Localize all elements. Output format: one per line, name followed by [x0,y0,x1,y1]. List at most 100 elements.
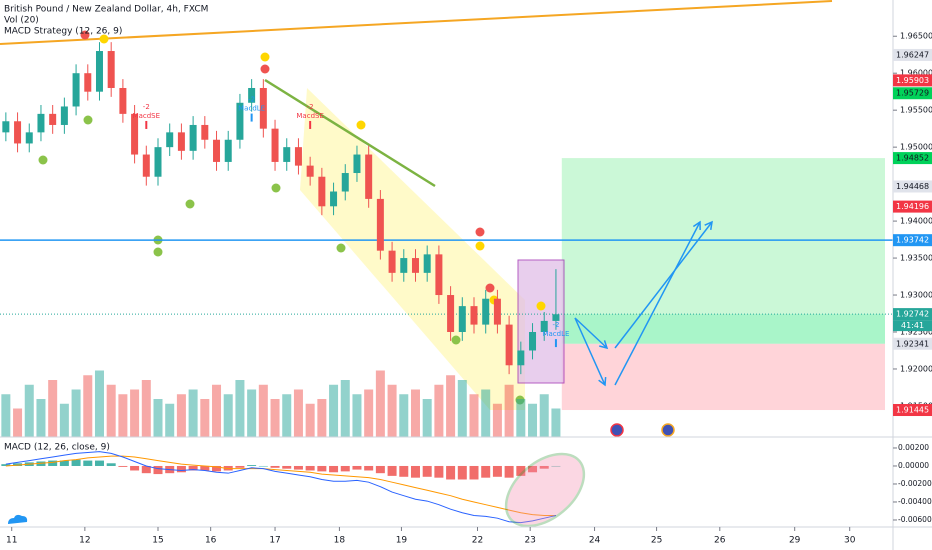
y-tick-label: 1.95500 [900,106,932,115]
candle-body [423,254,431,273]
candle-body [131,113,139,155]
macd-title: MACD (12, 26, close, 9) [4,443,110,453]
price-label-bg [893,337,932,350]
event-icon[interactable] [661,423,675,437]
candle-body [107,51,115,88]
y-tick-label: 1.96500 [900,32,932,41]
indicator-label: MACD Strategy (12, 26, 9) [4,27,122,37]
volume-bar [94,370,104,437]
trend-line [0,0,833,45]
price-label-bg [893,180,932,193]
price-label-bg [893,87,932,100]
volume-bar [352,394,362,437]
volume-bar [387,384,397,437]
volume-bar [1,394,11,437]
signal-dot [185,199,195,209]
volume-bar [176,394,186,437]
macd-histogram [282,465,292,469]
macd-histogram [130,465,140,471]
arrow [614,221,701,386]
macd-histogram [551,465,561,467]
macd-histogram [387,465,397,476]
volume-bar [340,380,350,437]
macd-histogram [200,465,210,471]
volume-bar [188,389,198,437]
candle-body [142,154,150,177]
logo [8,514,28,524]
y-tick-label: 1.93000 [900,291,932,300]
macd-histogram [528,465,538,473]
price-label-bg [893,404,932,417]
x-tick-label: 29 [789,536,801,546]
volume-bar [212,384,222,437]
volume-bar [106,384,116,437]
price-label: 1.96247 [896,50,929,59]
volume-bar [223,394,233,437]
annotation-count: -2 [143,103,150,111]
macd-histogram [141,465,151,474]
volume-bar [399,394,409,437]
candle-body [248,87,256,103]
volume-bar [200,399,210,437]
volume-bar [481,389,491,437]
candle-body [84,73,92,92]
candle-body [330,191,338,207]
price-label: 1.95729 [896,89,929,98]
macd-histogram [410,465,420,478]
candle-body [201,124,209,140]
y2-tick-label: -0.00600 [898,515,932,524]
arrow-head [704,220,713,231]
candle-body [95,51,103,92]
macd-histogram [71,459,81,466]
candle-body [25,132,33,144]
volume-bar [270,399,280,437]
macd-histogram [539,465,549,469]
candle-body [294,147,302,166]
volume-bar [282,394,292,437]
x-tick-label: 22 [472,536,483,546]
y2-tick-label: 0.00200 [898,443,929,452]
annotation-count: -2 [307,103,314,111]
macd-histogram [457,465,467,480]
macd-histogram [399,465,409,477]
y2-tick-label: -0.00200 [898,479,932,488]
candle-body [49,113,57,125]
candle-body [365,154,373,199]
candle-body [213,139,221,162]
signal-dot [260,52,270,62]
annotation-label: MacdSE [296,112,324,120]
x-tick-label: 11 [6,536,17,546]
volume-bar [539,394,549,437]
y-tick-label: 1.96000 [900,69,932,78]
volume-bar [130,389,140,437]
signal-dot [99,34,109,44]
annotation-count: -2 [552,321,559,329]
price-label: 1.95903 [896,76,929,85]
macd-histogram [305,465,315,471]
y-tick-label: 1.94000 [900,217,932,226]
x-tick-label: 19 [396,536,408,546]
macd-histogram [434,465,444,478]
macd-histogram [375,465,385,474]
volume-bar [153,399,163,437]
candle-body [166,132,174,148]
macd-histogram [1,464,11,466]
volume-bar [446,375,456,437]
arrow-head [598,376,607,387]
event-icon[interactable] [610,423,624,437]
candle-body [37,113,45,133]
macd-histogram [270,465,280,468]
macd-histogram [352,465,362,470]
signal-dot [80,30,90,40]
volume-bar [469,394,479,437]
volume-bar [24,384,34,437]
candle-body [493,298,501,325]
price-label: 1.94196 [896,202,929,211]
x-tick-label: 17 [269,536,280,546]
y-tick-label: 1.92500 [900,328,932,337]
macd-histogram [258,465,268,467]
candle-body [552,314,560,321]
x-tick-label: 18 [334,536,346,546]
arrow [614,221,713,349]
